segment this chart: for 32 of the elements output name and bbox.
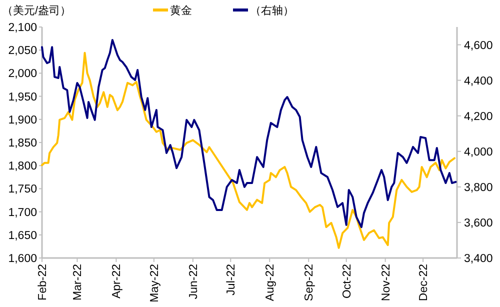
x-tick-label: Sep-22	[304, 264, 316, 302]
x-tick-label: Dec-22	[418, 264, 430, 302]
legend-label: 黄金	[170, 4, 192, 17]
x-tick-label: May-22	[148, 264, 161, 302]
y-tick-label: 1,850	[8, 138, 37, 150]
y2-tick-label: 4,600	[464, 40, 493, 52]
y-tick-label: 1,600	[8, 253, 37, 265]
x-tick-label: Oct-22	[341, 264, 354, 299]
y-axis-title: （美元/盎司）	[2, 4, 72, 17]
y-tick-label: 1,800	[8, 160, 37, 173]
y2-tick-label: 4,000	[464, 146, 493, 158]
x-tick-label: Jul-22	[226, 264, 238, 296]
legend-label: （右轴）	[250, 4, 294, 17]
x-tick-label: Nov-22	[380, 264, 392, 302]
y-tick-label: 1,750	[8, 184, 37, 196]
x-tick-label: Mar-22	[72, 264, 84, 300]
x-tick-label: Jun-22	[188, 264, 200, 300]
y-tick-label: 2,000	[8, 68, 37, 80]
y-tick-label: 1,650	[8, 230, 37, 242]
y-tick-label: 1,950	[8, 91, 37, 104]
x-tick-label: Feb-22	[37, 264, 49, 300]
y-tick-label: 1,900	[8, 114, 37, 126]
y2-tick-label: 4,200	[464, 110, 493, 123]
x-tick-label: Apr-22	[111, 264, 124, 299]
y2-tick-label: 3,600	[464, 217, 493, 230]
y-tick-label: 2,100	[8, 22, 37, 34]
y-tick-label: 1,700	[8, 206, 37, 219]
y2-tick-label: 3,800	[464, 182, 493, 194]
y-tick-label: 2,050	[8, 45, 37, 58]
x-tick-label: Aug-22	[264, 264, 277, 302]
y2-tick-label: 3,400	[464, 253, 493, 265]
y2-tick-label: 4,400	[464, 75, 493, 88]
